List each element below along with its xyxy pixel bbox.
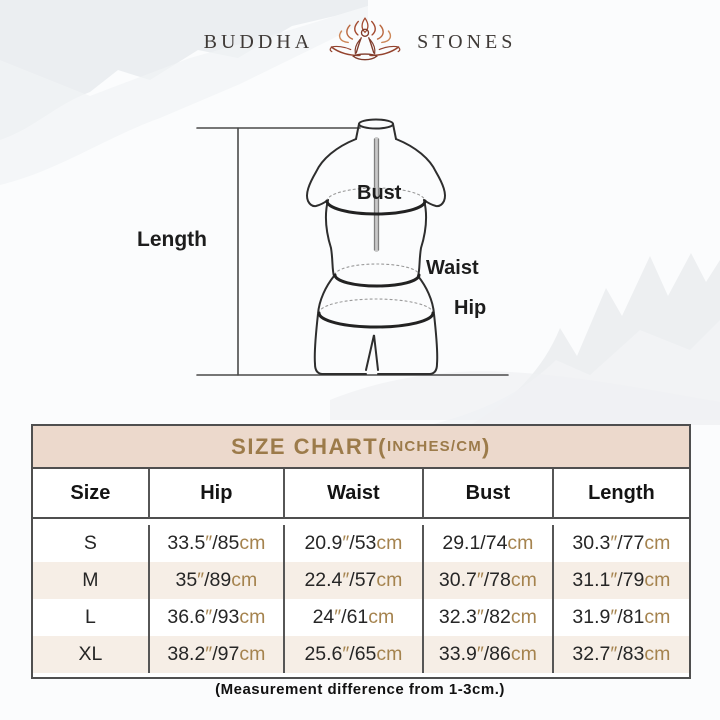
column-header: Bust [423,469,554,519]
unit-mark: ″ [476,569,484,591]
unit-mark: cm [368,606,395,628]
waist-ellipse [333,263,421,288]
hip-ellipse [317,298,435,329]
bust-ellipse [325,187,427,216]
bust-label: Bust [357,182,402,204]
brand-word-right: STONES [417,30,517,53]
table-row: M 35 ″/89 cm 22.4 ″/57 cm 30.7 ″/78 cm 31.1 ″/79 cm [33,562,689,599]
measurement-cell: 33.9 ″/86 cm [424,636,554,673]
unit-mark: cm [644,532,671,554]
measurement-cell: 35 ″/89 cm [150,562,285,599]
unit-mark: ″ [205,643,213,665]
unit-mark: ″ [205,606,213,628]
unit-mark: ″ [205,532,213,554]
unit-mark: cm [644,643,671,665]
measurement-cell: 22.4 ″/57 cm [285,562,424,599]
size-chart-title: SIZE CHART(INCHES/CM) [33,426,689,469]
brand-word-left: BUDDHA [203,30,314,53]
unit-mark: ″ [610,532,618,554]
unit-mark: ″ [342,569,350,591]
unit-mark: ″ [334,606,342,628]
measurement-cell: 32.7 ″/83 cm [572,643,671,665]
measurement-note: (Measurement difference from 1-3cm.) [215,681,505,698]
unit-mark: ″ [342,643,350,665]
unit-mark: ″ [342,532,350,554]
garment-measurement-diagram [196,118,509,376]
garment-outline [306,118,446,375]
column-header: Length [553,469,689,519]
unit-mark: ″ [476,643,484,665]
unit-mark: cm [231,569,258,591]
measurement-cell: 30.3 ″/77 cm [572,532,671,554]
unit-mark: cm [510,606,537,628]
brand-header: BUDDHA STONES [0,17,720,62]
measurement-cell: 36.6 ″/93 cm [150,599,285,636]
column-header: Waist [284,469,424,519]
zipper-line [373,137,380,252]
size-cell: M [33,562,150,599]
measurement-cell: 33.5 ″/85 cm [150,525,285,562]
measurement-cell: 32.3 ″/82 cm [424,599,554,636]
size-cell: L [33,599,150,636]
unit-mark: ″ [610,606,618,628]
unit-mark: ″ [476,606,484,628]
table-row: L 36.6 ″/93 cm 24 ″/61 cm 32.3 ″/82 cm 31.9 ″/81 cm [33,599,689,636]
unit-mark: cm [510,569,537,591]
size-table-body: S 33.5 ″/85 cm 20.9 ″/53 cm 29.1/74 cm 30.3 ″/77 cm… [33,519,689,677]
column-header: Hip [149,469,285,519]
unit-mark: ″ [610,569,618,591]
size-chart-title-close: ) [481,433,491,459]
measurement-cell: 38.2 ″/97 cm [150,636,285,673]
hip-label: Hip [454,297,487,319]
size-cell: S [33,525,150,562]
measurement-cell: 31.1 ″/79 cm [572,569,671,591]
size-table-header-row: Size Hip Waist Bust Length [33,469,689,519]
unit-mark: cm [644,569,671,591]
length-label: Length [137,228,207,251]
length-dimension-lines [196,127,509,376]
unit-mark: cm [376,569,403,591]
unit-mark: cm [507,532,534,554]
unit-mark: cm [239,532,266,554]
measurement-cell: 20.9 ″/53 cm [285,525,424,562]
measurement-cell: 24 ″/61 cm [285,599,424,636]
unit-mark: cm [376,643,403,665]
unit-mark: cm [510,643,537,665]
measurement-cell: 25.6 ″/65 cm [285,636,424,673]
size-chart-table: SIZE CHART(INCHES/CM) Size Hip Waist Bust Le… [31,424,691,679]
unit-mark: ″ [610,643,618,665]
size-cell: XL [33,636,150,673]
measurement-cell: 31.9 ″/81 cm [572,606,671,628]
table-row: S 33.5 ″/85 cm 20.9 ″/53 cm 29.1/74 cm 30.3 ″/77 cm [33,525,689,562]
size-chart-title-units: INCHES/CM [387,438,482,455]
lotus-logo-icon [329,17,401,61]
unit-mark: cm [376,532,403,554]
column-header: Size [33,469,150,519]
size-chart-title-main: SIZE CHART( [231,433,387,459]
unit-mark: ″ [197,569,205,591]
measurement-cell: 30.7 ″/78 cm [424,562,554,599]
table-row: XL 38.2 ″/97 cm 25.6 ″/65 cm 33.9 ″/86 cm 32.7 ″/83… [33,636,689,673]
measurement-cell: 29.1/74 cm [424,525,554,562]
waist-label: Waist [426,257,479,279]
unit-mark: cm [239,606,266,628]
unit-mark: cm [239,643,266,665]
unit-mark: cm [644,606,671,628]
